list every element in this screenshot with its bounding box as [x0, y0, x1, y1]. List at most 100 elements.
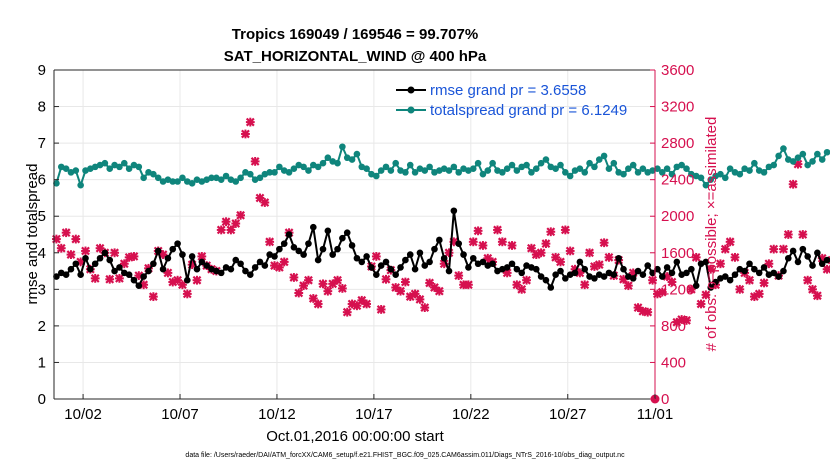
- spread-point: [285, 169, 293, 176]
- rmse-point: [203, 262, 210, 269]
- spread-point: [377, 167, 385, 174]
- rmse-point: [809, 262, 816, 269]
- obs-marker: [735, 284, 745, 294]
- spread-point: [523, 161, 530, 169]
- obs-marker: [745, 275, 754, 285]
- rmse-point: [183, 276, 191, 284]
- spread-point: [528, 169, 535, 176]
- obs-marker: [81, 246, 90, 256]
- rmse-point: [557, 267, 564, 275]
- spread-point: [339, 143, 346, 151]
- rmse-point: [106, 256, 114, 264]
- obs-marker: [594, 260, 604, 270]
- rmse-point: [576, 258, 584, 266]
- legend-rmse-marker: [407, 86, 415, 94]
- rmse-point: [314, 256, 322, 264]
- rmse-point: [450, 207, 458, 215]
- rmse-point: [513, 265, 521, 273]
- rmse-point: [237, 260, 244, 268]
- y-right-tick-label: 2400: [661, 172, 694, 189]
- spread-point: [246, 170, 254, 178]
- obs-marker: [565, 246, 575, 256]
- spread-point: [271, 169, 278, 176]
- obs-marker: [701, 290, 711, 300]
- rmse-point: [290, 243, 298, 251]
- rmse-point: [261, 262, 269, 269]
- spread-point: [751, 159, 758, 167]
- spread-point: [508, 161, 516, 169]
- legend-entry-totalspread: totalspread grand pr = 6.1249: [396, 102, 627, 119]
- obs-marker: [463, 280, 473, 290]
- rmse-point: [135, 282, 143, 289]
- obs-marker: [812, 291, 822, 301]
- obs-marker: [716, 259, 725, 269]
- spread-point: [804, 161, 811, 169]
- spread-point: [305, 167, 312, 174]
- obs-marker: [759, 278, 769, 288]
- spread-point: [382, 163, 390, 171]
- rmse-point: [101, 249, 109, 257]
- rmse-point: [193, 265, 201, 273]
- rmse-point: [794, 258, 802, 266]
- obs-marker: [434, 286, 444, 296]
- legend-rmse-label: rmse grand pr = 3.6558: [430, 82, 586, 99]
- obs-marker: [497, 237, 507, 247]
- spread-point: [314, 163, 322, 171]
- spread-point: [513, 167, 521, 174]
- y-right-tick-label: 1600: [661, 245, 694, 262]
- spread-point: [387, 167, 395, 174]
- obs-marker: [502, 268, 512, 278]
- obs-marker: [110, 248, 119, 258]
- obs-marker: [221, 217, 231, 227]
- rmse-point: [465, 264, 472, 271]
- obs-marker: [691, 252, 701, 262]
- spread-point: [591, 163, 598, 171]
- rmse-point: [77, 271, 84, 279]
- rmse-point: [537, 273, 545, 280]
- spread-point: [770, 161, 778, 169]
- spread-point: [392, 159, 399, 167]
- obs-marker: [541, 239, 551, 249]
- y-left-tick-label: 3: [38, 281, 46, 298]
- y-right-tick-label: 3200: [661, 99, 694, 116]
- obs-marker: [66, 250, 76, 260]
- y-left-tick-label: 6: [38, 172, 46, 189]
- rmse-point: [658, 273, 666, 280]
- rmse-point: [789, 247, 797, 255]
- rmse-point: [285, 231, 293, 238]
- obs-marker: [304, 275, 313, 285]
- spread-point: [620, 170, 627, 178]
- spread-point: [595, 156, 603, 163]
- x-tick-label: 10/07: [161, 406, 199, 423]
- spread-point: [232, 178, 240, 185]
- obs-marker: [696, 299, 706, 309]
- obs-marker: [197, 252, 207, 261]
- obs-marker: [517, 284, 527, 294]
- rmse-point: [489, 260, 496, 268]
- spread-point: [154, 174, 162, 182]
- spread-point: [474, 159, 482, 167]
- spread-point: [789, 158, 797, 165]
- spread-point: [334, 159, 341, 167]
- rmse-point: [310, 223, 317, 231]
- spread-point: [629, 161, 637, 169]
- obs-marker: [265, 237, 275, 247]
- spread-point: [290, 165, 298, 172]
- spread-point: [654, 165, 661, 172]
- spread-point: [455, 169, 463, 176]
- spread-point: [678, 161, 685, 169]
- obs-marker: [289, 273, 299, 282]
- spread-point: [499, 169, 506, 176]
- obs-marker: [115, 273, 124, 283]
- spread-point: [697, 174, 705, 182]
- spread-point: [586, 159, 593, 167]
- rmse-point: [751, 265, 758, 273]
- rmse-point: [324, 227, 332, 235]
- rmse-point: [198, 258, 206, 266]
- x-tick-label: 10/22: [452, 406, 490, 423]
- plot-area: [54, 70, 655, 399]
- rmse-point: [232, 256, 240, 264]
- rmse-point: [53, 273, 60, 280]
- obs-marker: [725, 237, 735, 247]
